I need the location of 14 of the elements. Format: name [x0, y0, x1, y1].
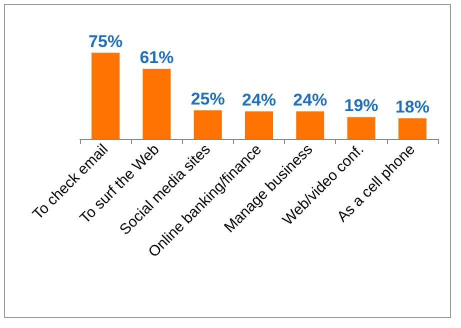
bar — [398, 118, 426, 139]
bar — [245, 111, 273, 139]
data-label: 24% — [293, 90, 328, 110]
bar — [296, 111, 324, 139]
data-label: 25% — [190, 89, 225, 108]
data-label: 24% — [242, 90, 276, 110]
data-label: 75% — [88, 32, 123, 51]
data-label: 18% — [395, 97, 430, 116]
bar — [142, 68, 171, 139]
bar — [92, 52, 120, 139]
bar — [347, 117, 376, 139]
data-label: 61% — [140, 48, 174, 67]
bar — [194, 110, 222, 139]
data-label: 19% — [344, 96, 378, 116]
